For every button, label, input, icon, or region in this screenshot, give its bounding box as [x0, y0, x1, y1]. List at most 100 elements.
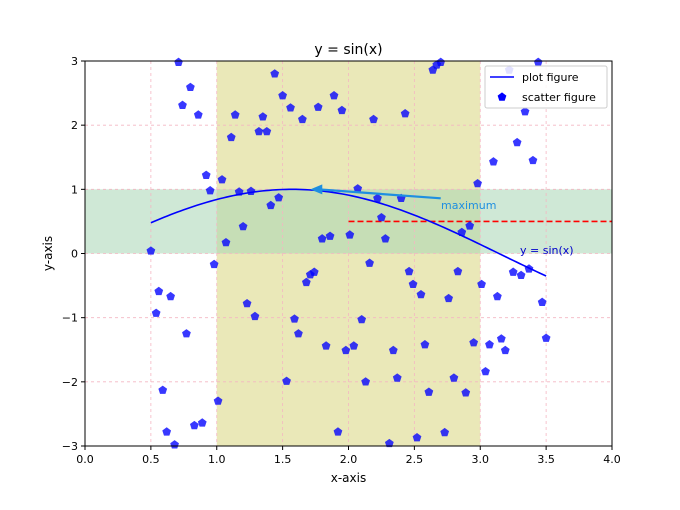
y-tick-label: 1 — [71, 183, 78, 196]
scatter-point — [465, 221, 475, 230]
scatter-point — [317, 234, 327, 243]
scatter-point — [298, 114, 307, 124]
scatter-point — [496, 334, 506, 343]
scatter-point — [282, 376, 291, 385]
scatter-point — [201, 170, 211, 179]
scatter-point — [209, 259, 219, 269]
scatter-point — [262, 126, 272, 136]
scatter-point — [217, 175, 227, 184]
scatter-point — [325, 231, 335, 240]
x-tick-label: 0.5 — [142, 453, 160, 466]
scatter-point — [469, 338, 479, 347]
scatter-point — [508, 267, 518, 276]
scatter-point — [412, 433, 422, 442]
scatter-point — [449, 373, 459, 382]
y-ticks: −3 −2 −1 0 1 2 3 — [62, 55, 85, 453]
legend-line-label: plot figure — [522, 71, 579, 84]
y-tick-label: −1 — [62, 312, 78, 325]
scatter-point — [369, 114, 378, 124]
scatter-point — [444, 293, 453, 303]
scatter-point — [213, 396, 223, 405]
scatter-point — [541, 333, 551, 342]
scatter-point — [254, 126, 264, 136]
scatter-point — [266, 200, 276, 210]
scatter-point — [333, 427, 343, 436]
scatter-point — [400, 109, 410, 118]
scatter-point — [537, 297, 547, 306]
scatter-point — [345, 230, 355, 239]
scatter-point — [404, 266, 414, 276]
scatter-point — [197, 418, 207, 427]
scatter-point — [365, 258, 374, 267]
scatter-point — [162, 427, 172, 436]
scatter-point — [274, 193, 284, 202]
scatter-point — [377, 212, 386, 222]
scatter-point — [461, 388, 471, 397]
scatter-point — [230, 110, 240, 119]
x-tick-label: 0.0 — [76, 453, 94, 466]
scatter-point — [158, 385, 168, 394]
scatter-point — [457, 227, 467, 237]
scatter-point — [473, 178, 482, 188]
scatter-point — [205, 186, 215, 195]
scatter-point — [250, 311, 260, 321]
scatter-point — [146, 246, 156, 255]
scatter-point — [520, 107, 530, 116]
scatter-point — [290, 314, 299, 323]
scatter-point — [361, 377, 370, 386]
chart-title: y = sin(x) — [314, 42, 382, 58]
legend: plot figure scatter figure — [484, 65, 608, 109]
scatter-point — [226, 132, 236, 142]
x-tick-label: 1.0 — [208, 453, 226, 466]
legend-box — [484, 65, 608, 109]
scatter-point — [337, 105, 347, 115]
x-tick-label: 2.5 — [406, 453, 424, 466]
scatter-point — [221, 237, 231, 247]
scatter-point — [477, 279, 486, 289]
x-axis-label: x-axis — [331, 471, 366, 485]
scatter-point — [189, 420, 199, 430]
scatter-point — [321, 341, 331, 350]
plot-content — [146, 57, 612, 449]
scatter-point — [294, 329, 303, 338]
x-tick-label: 3.0 — [472, 453, 490, 466]
scatter-point — [278, 91, 287, 100]
scatter-point — [151, 308, 161, 317]
scatter-point — [353, 184, 363, 193]
scatter-point — [424, 387, 434, 396]
scatter-point — [528, 155, 538, 165]
scatter-point — [416, 289, 426, 299]
scatter-point — [373, 193, 382, 203]
scatter-point — [408, 279, 418, 289]
scatter-point — [170, 440, 179, 449]
legend-scatter-swatch — [497, 92, 507, 101]
x-tick-label: 1.5 — [274, 453, 292, 466]
scatter-point — [512, 137, 522, 147]
scatter-point — [258, 112, 268, 121]
annotation-arrow-head — [310, 184, 323, 195]
legend-scatter-label: scatter figure — [522, 91, 596, 104]
scatter-point — [381, 234, 390, 243]
scatter-point — [186, 82, 195, 92]
scatter-point — [246, 186, 256, 195]
scatter-point — [178, 100, 187, 109]
sin-curve-line — [150, 188, 547, 277]
scatter-point — [440, 427, 450, 437]
scatter-point — [533, 57, 543, 66]
annotation-maximum: maximum — [441, 199, 496, 212]
y-tick-label: −3 — [62, 440, 78, 453]
annotation-curve-label: y = sin(x) — [520, 244, 574, 257]
scatter-point — [493, 291, 502, 301]
scatter-point — [453, 266, 463, 276]
y-tick-label: −2 — [62, 376, 78, 389]
scatter-point — [234, 187, 244, 196]
scatter-point — [270, 69, 280, 78]
x-tick-label: 2.0 — [340, 453, 358, 466]
scatter-point — [500, 345, 510, 355]
scatter-point — [481, 366, 490, 376]
scatter-point — [384, 438, 394, 448]
scatter-point — [392, 373, 402, 382]
scatter-point — [489, 157, 498, 166]
scatter-point — [242, 298, 252, 308]
